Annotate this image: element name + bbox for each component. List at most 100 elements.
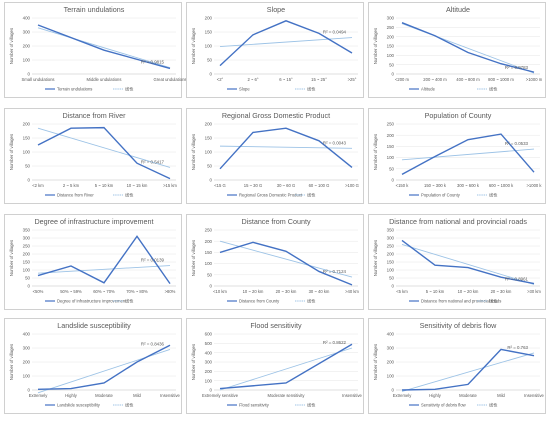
trend-line bbox=[219, 240, 353, 278]
chart-svg: 0 50 100 150 200 250 300 350 Number of villages <… bbox=[373, 228, 541, 305]
x-tick-label: 20 ~ 30 km bbox=[276, 289, 297, 294]
legend-series-label: Population of County bbox=[421, 193, 461, 198]
legend-series-label: Distance from national and provincial ro… bbox=[421, 299, 501, 304]
x-tick-label: Moderate bbox=[459, 393, 477, 398]
chart-panel: Population of County 0 50 100 150 200 250 Numbe… bbox=[368, 108, 546, 204]
y-tick-label: 50 bbox=[389, 62, 394, 67]
y-tick-label: 50 bbox=[25, 164, 30, 169]
x-tick-label: 30 ~ 40 km bbox=[309, 289, 330, 294]
chart-svg: 0 50 100 150 200 Number of villages <2 km 2 ~ 5… bbox=[9, 122, 177, 199]
legend-trend-label: 线性 bbox=[489, 298, 497, 305]
chart-title: Distance from national and provincial ro… bbox=[389, 217, 527, 226]
r-squared-label: R² = 0.0139 bbox=[141, 258, 165, 263]
y-tick-label: 200 bbox=[23, 44, 31, 49]
legend-trend-label: 线性 bbox=[125, 402, 133, 409]
x-tick-label: Highly bbox=[429, 393, 442, 398]
x-tick-label: >1000 k bbox=[526, 183, 542, 188]
y-tick-label: 0 bbox=[28, 284, 31, 289]
legend-trend-label: 线性 bbox=[307, 402, 315, 409]
y-tick-label: 0 bbox=[392, 178, 395, 183]
y-tick-label: 200 bbox=[387, 34, 395, 39]
y-tick-label: 100 bbox=[387, 155, 395, 160]
legend-trend-label: 线性 bbox=[489, 192, 497, 199]
r-squared-label: R² = 0.8961 bbox=[505, 276, 529, 281]
legend: Distance from River 线性 bbox=[45, 192, 133, 199]
legend: Altitude 线性 bbox=[409, 86, 497, 93]
series-line bbox=[219, 20, 353, 67]
x-tick-label: >80% bbox=[165, 289, 176, 294]
x-tick-label: 60% ~ 70% bbox=[93, 289, 115, 294]
chart-svg: 0 50 100 150 200 250 Number of villages <150 k 1… bbox=[373, 122, 542, 199]
r-squared-label: R² = 0.8622 bbox=[323, 340, 347, 345]
chart-svg: 0 100 200 300 400 500 600 Number of villages Ext… bbox=[191, 332, 363, 409]
x-tick-label: 50% ~ 59% bbox=[60, 289, 82, 294]
legend: Flood sensitivity 线性 bbox=[227, 402, 315, 409]
x-tick-label: 5 ~ 10 km bbox=[95, 183, 114, 188]
y-tick-label: 300 bbox=[205, 360, 213, 365]
x-tick-label: Insensitive bbox=[160, 393, 180, 398]
y-tick-label: 0 bbox=[392, 388, 395, 393]
chart-title: Landslide susceptibility bbox=[57, 321, 131, 330]
legend-trend-label: 线性 bbox=[125, 86, 133, 93]
x-tick-label: Extremely bbox=[393, 393, 413, 398]
trend-line bbox=[37, 127, 171, 168]
legend-series-label: Slope bbox=[239, 87, 250, 92]
y-tick-label: 100 bbox=[387, 53, 395, 58]
y-tick-label: 150 bbox=[205, 250, 213, 255]
y-tick-label: 300 bbox=[23, 346, 31, 351]
r-squared-label: R² = 0.7124 bbox=[323, 269, 347, 274]
x-tick-label: <5 km bbox=[396, 289, 408, 294]
x-tick-label: 60 ~ 100 G bbox=[309, 183, 330, 188]
r-squared-label: R² = 0.5417 bbox=[141, 159, 165, 164]
y-axis-label: Number of villages bbox=[191, 239, 196, 276]
y-tick-label: 300 bbox=[23, 30, 31, 35]
x-tick-label: <15 G bbox=[214, 183, 226, 188]
y-tick-label: 0 bbox=[392, 284, 395, 289]
y-tick-label: 0 bbox=[28, 388, 31, 393]
trend-line bbox=[37, 265, 171, 274]
y-tick-label: 100 bbox=[23, 150, 31, 155]
r-squared-label: R² = 0.8436 bbox=[141, 341, 165, 346]
chart-svg: 0 50 100 150 200 Number of villages <15 G 15 ~ … bbox=[191, 122, 359, 199]
x-tick-label: >15 km bbox=[163, 183, 177, 188]
x-tick-label: 10 ~ 15 km bbox=[127, 183, 148, 188]
x-tick-label: 15 ~ 25° bbox=[311, 77, 327, 82]
legend-series-label: Terrain undulations bbox=[57, 87, 92, 92]
y-tick-label: 200 bbox=[387, 252, 395, 257]
y-axis-label: Number of villages bbox=[9, 343, 14, 380]
legend-series-label: Distance from River bbox=[57, 193, 94, 198]
legend-trend-label: 线性 bbox=[489, 402, 497, 409]
y-tick-label: 100 bbox=[23, 374, 31, 379]
x-tick-label: >100 G bbox=[345, 183, 359, 188]
y-tick-label: 400 bbox=[205, 350, 213, 355]
legend-trend-label: 线性 bbox=[489, 86, 497, 93]
y-tick-label: 250 bbox=[387, 244, 395, 249]
x-tick-label: 6 ~ 15° bbox=[279, 77, 293, 82]
r-squared-label: R² = 0.0494 bbox=[323, 30, 347, 35]
x-tick-label: >30 km bbox=[527, 289, 541, 294]
y-tick-label: 0 bbox=[210, 72, 213, 77]
y-axis-label: Number of villages bbox=[191, 343, 196, 380]
x-tick-label: Mild bbox=[497, 393, 505, 398]
x-tick-label: 2 ~ 5 km bbox=[63, 183, 80, 188]
y-tick-label: 200 bbox=[205, 369, 213, 374]
y-tick-label: 0 bbox=[210, 388, 213, 393]
legend: Slope 线性 bbox=[227, 86, 315, 93]
y-tick-label: 200 bbox=[23, 122, 31, 127]
legend-series-label: Flood sensitivity bbox=[239, 403, 270, 408]
y-tick-label: 200 bbox=[23, 252, 31, 257]
chart-title: Population of County bbox=[424, 111, 492, 120]
chart-title: Altitude bbox=[446, 5, 470, 14]
x-tick-label: 70% ~ 80% bbox=[126, 289, 148, 294]
x-tick-label: Extremely sensitive bbox=[202, 393, 239, 398]
x-tick-label: >40 km bbox=[345, 289, 359, 294]
chart-title: Flood sensitivity bbox=[250, 321, 302, 330]
r-squared-label: R² = 0.0043 bbox=[323, 140, 347, 145]
x-tick-label: <2° bbox=[217, 77, 224, 82]
x-tick-label: >1000 m bbox=[526, 77, 543, 82]
y-tick-label: 400 bbox=[23, 16, 31, 21]
chart-svg: 0 100 200 300 400 Number of villages Extremely… bbox=[373, 332, 545, 409]
series-line bbox=[219, 127, 353, 170]
